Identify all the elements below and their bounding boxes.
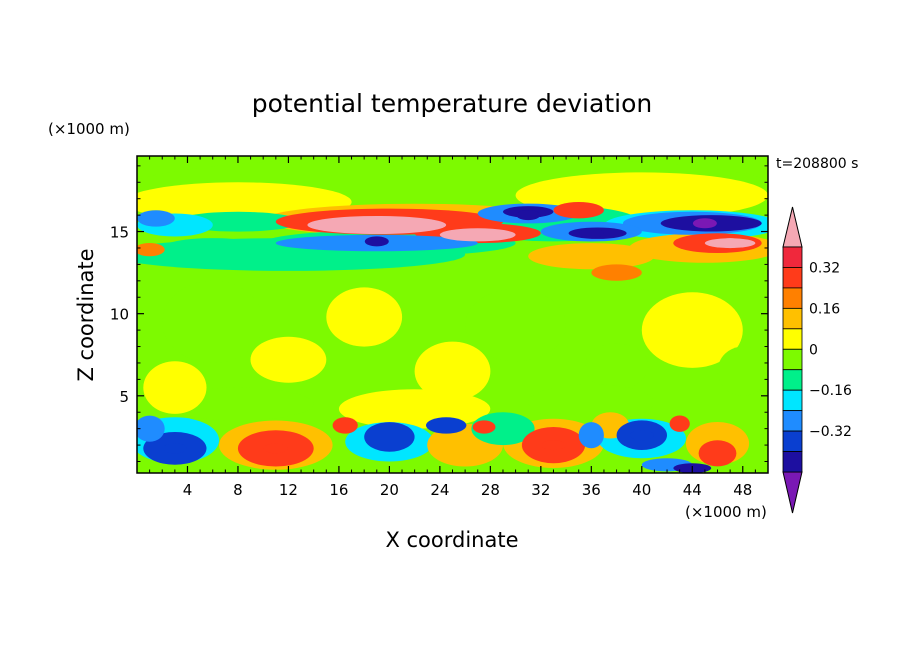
colorbar-swatch bbox=[782, 287, 803, 309]
contour-patch bbox=[414, 341, 491, 401]
feature-core bbox=[629, 430, 654, 441]
y-axis-label: Z coordinate bbox=[74, 248, 98, 381]
feature-core bbox=[718, 238, 743, 249]
x-tick-label: 36 bbox=[582, 481, 601, 499]
colorbar-swatch bbox=[782, 246, 803, 268]
chart-title: potential temperature deviation bbox=[252, 89, 652, 118]
contour-patch bbox=[528, 243, 655, 270]
contour-patch bbox=[669, 415, 690, 432]
colorbar-swatch bbox=[782, 389, 803, 412]
contour-patch bbox=[162, 280, 264, 363]
contour-patch bbox=[143, 361, 207, 414]
colorbar-swatch bbox=[782, 267, 803, 289]
colorbar-swatch bbox=[782, 348, 803, 371]
feature-core bbox=[516, 210, 541, 221]
colorbar-label: −0.32 bbox=[809, 424, 852, 440]
x-tick-label: 44 bbox=[683, 481, 702, 499]
y-axis: 5 10 15 bbox=[110, 165, 768, 463]
plot-area bbox=[137, 156, 768, 473]
x-tick-label: 24 bbox=[430, 481, 449, 499]
feature-core bbox=[465, 229, 490, 240]
contour-patch bbox=[307, 216, 447, 234]
feature-core bbox=[579, 228, 604, 239]
contour-patch bbox=[465, 289, 567, 362]
contour-patch bbox=[137, 210, 175, 227]
y-unit-label: (×1000 m) bbox=[48, 120, 130, 138]
feature-core bbox=[364, 236, 389, 247]
y-tick-label: 5 bbox=[119, 388, 129, 406]
colorbar-max-triangle bbox=[782, 206, 803, 248]
x-tick-label: 20 bbox=[380, 481, 399, 499]
contour-patch bbox=[326, 287, 403, 347]
colorbar-swatch bbox=[782, 451, 803, 473]
feature-core bbox=[541, 440, 566, 451]
contour-patch bbox=[471, 412, 535, 446]
x-tick-label: 16 bbox=[329, 481, 348, 499]
contour-fills bbox=[137, 156, 768, 473]
contour-patch bbox=[698, 440, 737, 467]
x-tick-label: 32 bbox=[531, 481, 550, 499]
contour-patch bbox=[162, 238, 264, 258]
contour-patch bbox=[426, 417, 467, 434]
colorbar: 0.32 0.16 0 −0.16 −0.32 bbox=[782, 206, 852, 514]
x-axis: 4 8 12 16 20 24 28 32 36 40 44 48 bbox=[149, 156, 756, 499]
colorbar-label: 0.32 bbox=[809, 261, 840, 277]
x-tick-label: 28 bbox=[481, 481, 500, 499]
x-unit-label: (×1000 m) bbox=[685, 503, 767, 521]
x-tick-label: 8 bbox=[233, 481, 243, 499]
contour-patch bbox=[250, 336, 327, 383]
contour-patch bbox=[591, 264, 642, 281]
time-label: t=208800 s bbox=[776, 156, 858, 172]
colorbar-label: −0.16 bbox=[809, 383, 852, 399]
contour-patch bbox=[364, 422, 415, 452]
feature-core bbox=[162, 443, 187, 454]
x-tick-label: 48 bbox=[733, 481, 752, 499]
contour-patch bbox=[585, 343, 649, 390]
colorbar-swatch bbox=[782, 369, 803, 391]
contour-patch bbox=[137, 243, 165, 257]
colorbar-swatch bbox=[782, 328, 803, 350]
colorbar-min-triangle bbox=[782, 471, 803, 514]
contour-patch bbox=[578, 422, 604, 449]
colorbar-label: 0 bbox=[809, 342, 818, 358]
y-tick-label: 10 bbox=[110, 306, 129, 324]
contour-patch bbox=[338, 389, 491, 429]
x-tick-label: 12 bbox=[279, 481, 298, 499]
colorbar-label: 0.16 bbox=[809, 301, 840, 317]
contour-patch bbox=[553, 202, 604, 219]
colorbar-swatch bbox=[782, 307, 803, 330]
contour-patch bbox=[332, 417, 358, 434]
contour-patch bbox=[472, 420, 496, 434]
contour-patch bbox=[641, 292, 743, 368]
colorbar-swatch bbox=[782, 410, 803, 432]
colorbar-swatch bbox=[782, 430, 803, 452]
contour-patch bbox=[137, 415, 165, 442]
x-tick-label: 40 bbox=[632, 481, 651, 499]
feature-core bbox=[692, 218, 717, 229]
y-tick-label: 15 bbox=[110, 224, 129, 242]
feature-core bbox=[352, 218, 377, 229]
x-axis-label: X coordinate bbox=[385, 528, 518, 552]
x-tick-label: 4 bbox=[183, 481, 193, 499]
contour-patch bbox=[528, 384, 655, 421]
contour-patch bbox=[717, 346, 768, 396]
feature-core bbox=[263, 443, 288, 454]
